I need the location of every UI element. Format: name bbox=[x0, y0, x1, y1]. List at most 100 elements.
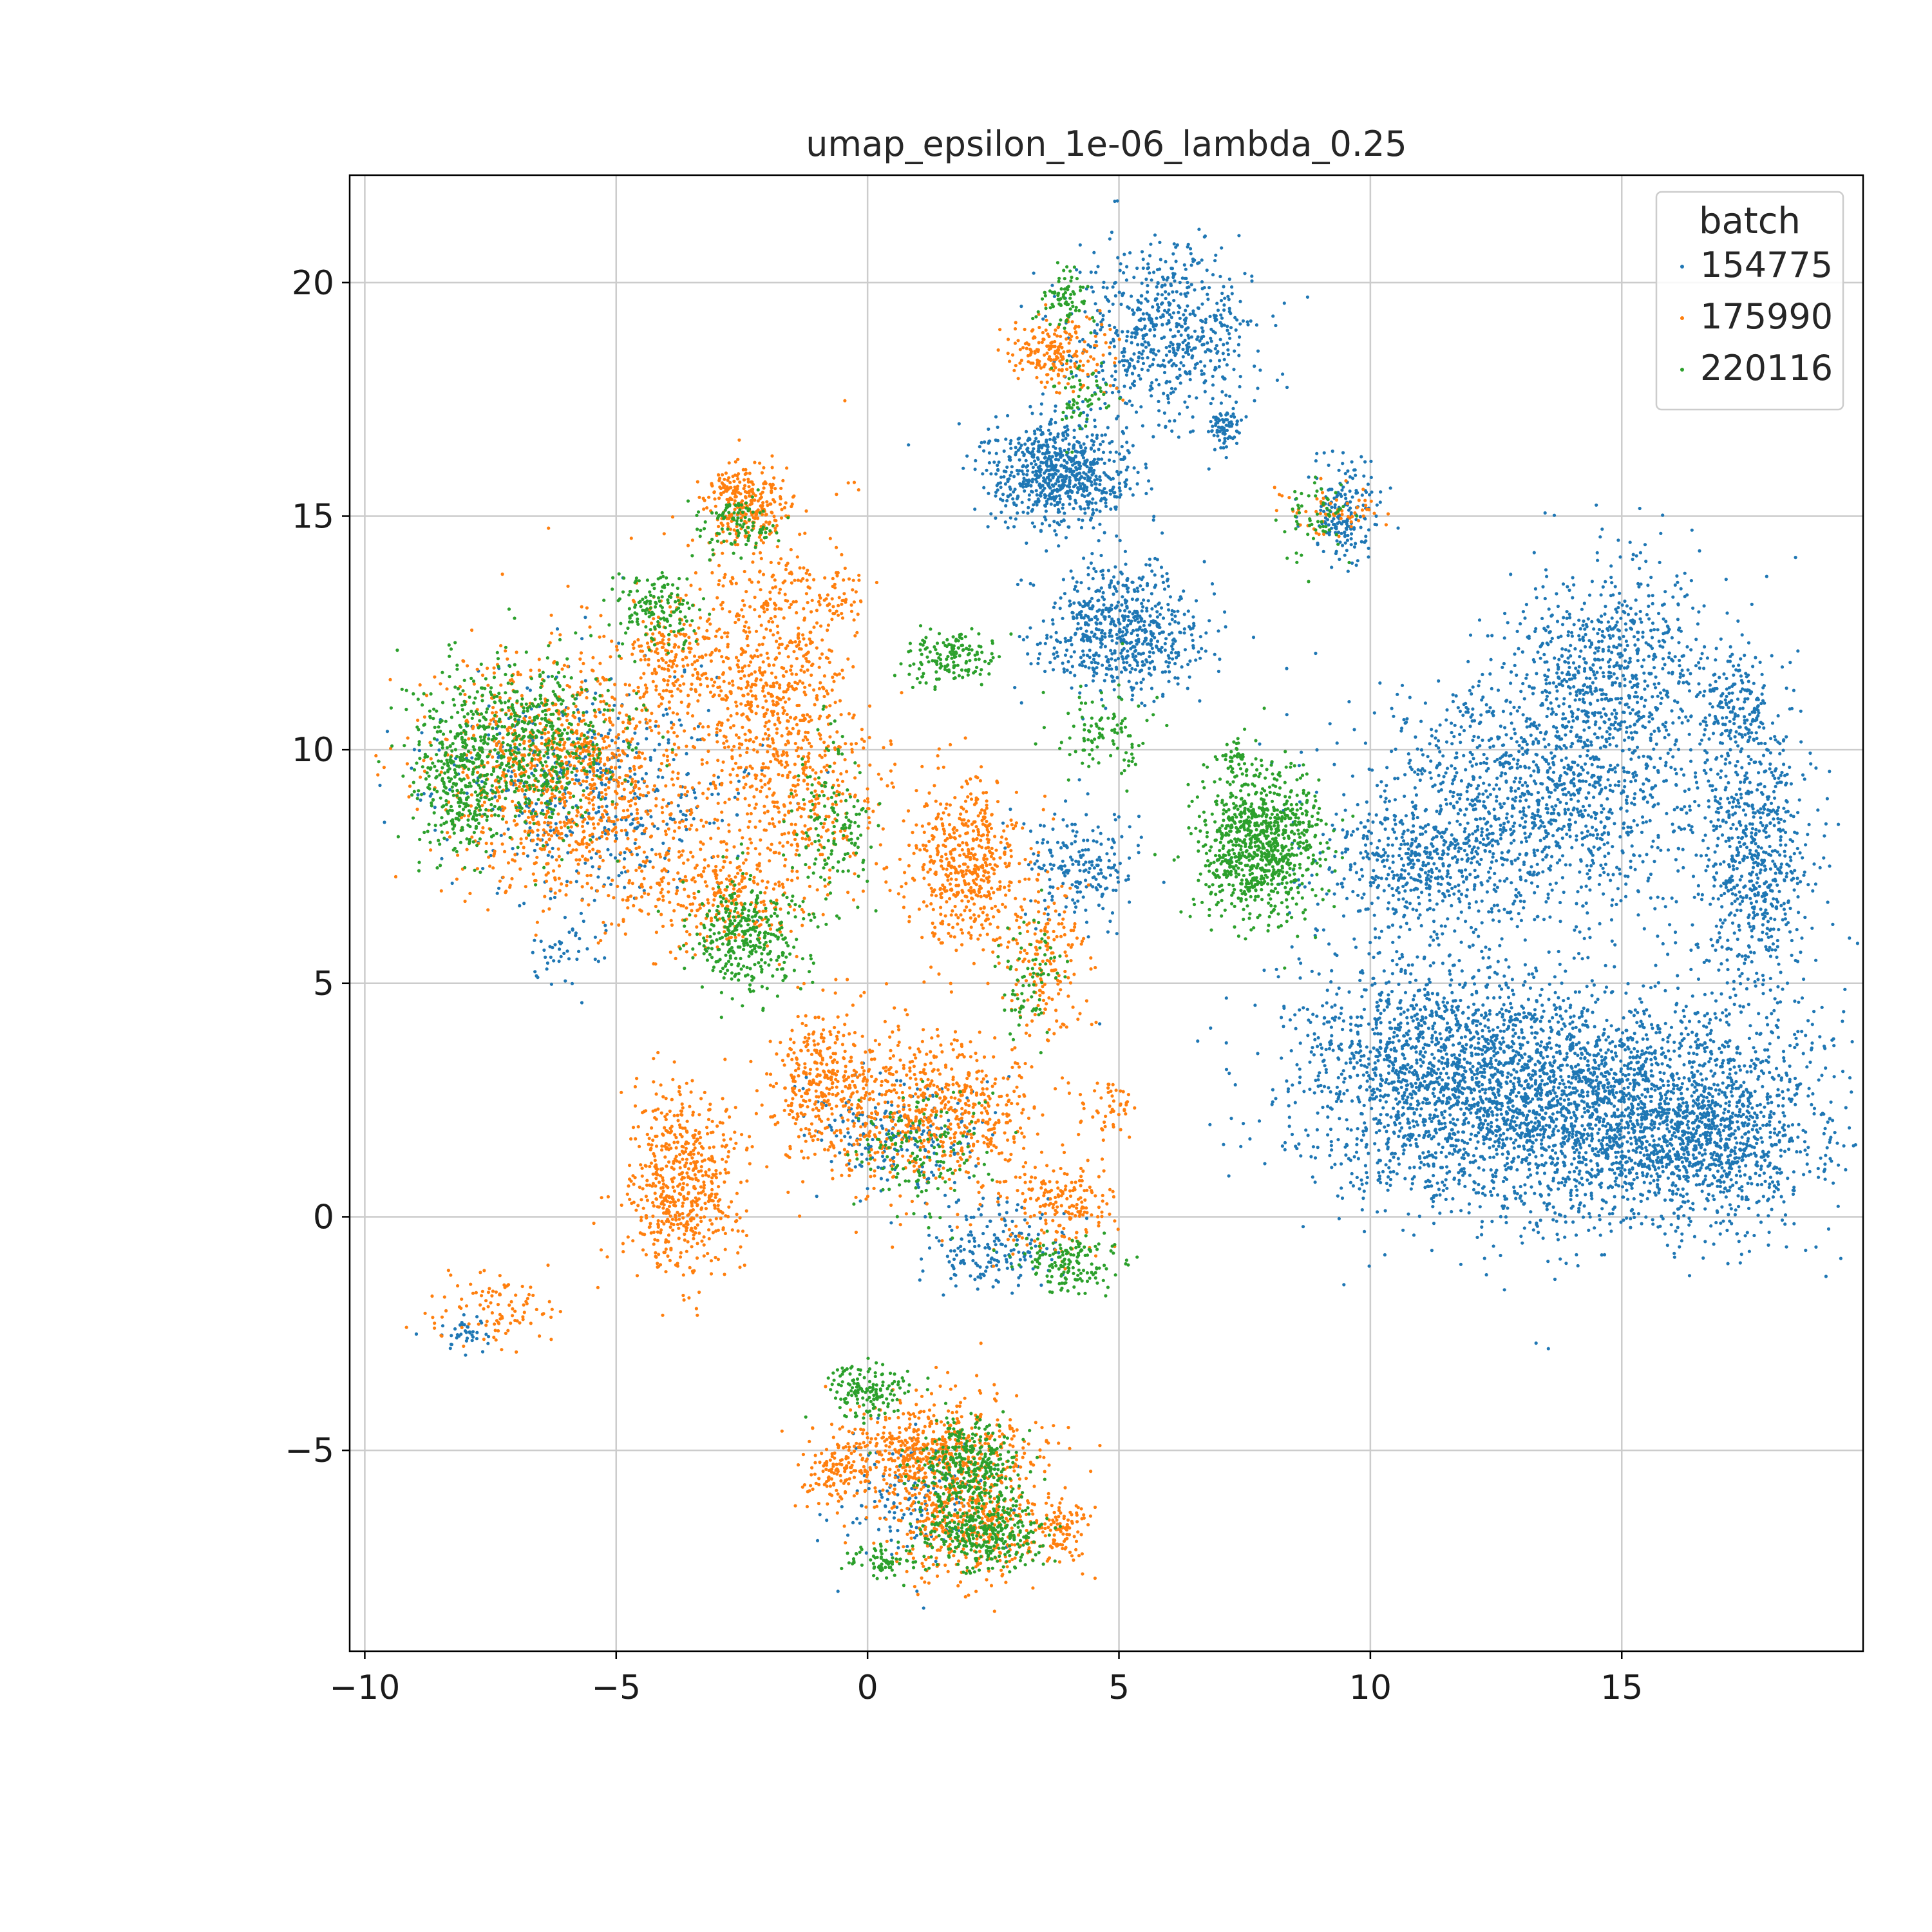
data-point bbox=[1548, 882, 1552, 886]
data-point bbox=[1737, 1204, 1741, 1209]
data-point bbox=[1344, 1153, 1348, 1157]
data-point bbox=[1328, 1153, 1332, 1157]
data-point bbox=[1392, 1130, 1396, 1134]
data-point bbox=[1703, 1178, 1707, 1182]
data-point bbox=[1650, 1119, 1654, 1122]
data-point bbox=[1586, 1059, 1590, 1063]
data-point bbox=[1740, 1195, 1744, 1199]
data-point bbox=[1535, 1171, 1539, 1175]
data-point bbox=[1495, 1113, 1499, 1117]
data-point bbox=[1613, 1128, 1616, 1132]
data-point bbox=[1627, 1131, 1631, 1135]
data-point bbox=[1766, 1048, 1770, 1052]
data-point bbox=[1584, 1048, 1587, 1052]
data-point bbox=[1512, 780, 1516, 784]
data-point bbox=[1365, 1171, 1368, 1175]
data-point bbox=[1383, 1057, 1387, 1061]
data-point bbox=[1510, 989, 1515, 992]
data-point bbox=[1617, 780, 1621, 784]
data-point bbox=[1565, 1094, 1569, 1097]
data-point bbox=[1739, 1141, 1743, 1145]
data-point bbox=[1709, 1086, 1713, 1090]
data-point bbox=[1373, 1061, 1377, 1065]
data-point bbox=[1497, 1089, 1501, 1093]
data-point bbox=[1574, 1025, 1578, 1029]
data-point bbox=[1482, 1113, 1486, 1117]
data-point bbox=[1505, 1044, 1509, 1048]
data-point bbox=[1611, 1076, 1616, 1080]
data-point bbox=[1588, 888, 1592, 892]
data-point bbox=[1596, 1035, 1600, 1039]
data-point bbox=[1694, 1101, 1698, 1105]
data-point bbox=[1414, 1081, 1417, 1085]
data-point bbox=[1732, 1149, 1736, 1153]
data-point bbox=[1676, 974, 1680, 978]
data-point bbox=[1724, 1101, 1728, 1105]
data-point bbox=[1454, 1123, 1457, 1127]
data-point bbox=[1782, 1059, 1786, 1063]
data-point bbox=[1606, 1048, 1610, 1052]
data-point bbox=[1312, 1032, 1316, 1036]
data-point bbox=[1513, 1032, 1517, 1036]
data-point bbox=[1455, 1118, 1459, 1122]
data-point bbox=[1367, 767, 1371, 771]
data-point bbox=[1645, 1140, 1649, 1144]
data-point bbox=[1632, 1111, 1636, 1115]
data-point bbox=[1349, 1022, 1353, 1026]
data-point bbox=[1691, 1127, 1696, 1131]
data-point bbox=[1438, 1193, 1442, 1197]
data-point bbox=[1642, 1164, 1645, 1168]
data-point bbox=[1619, 1080, 1623, 1084]
data-point bbox=[1518, 1108, 1522, 1112]
data-point bbox=[1671, 1075, 1674, 1079]
data-point bbox=[1456, 706, 1460, 710]
data-point bbox=[1812, 1112, 1816, 1116]
data-point bbox=[1822, 1132, 1826, 1135]
data-point bbox=[1306, 1133, 1310, 1137]
data-point bbox=[1402, 1094, 1406, 1097]
data-point bbox=[1664, 1165, 1668, 1169]
data-point bbox=[1686, 1199, 1690, 1203]
data-point bbox=[1391, 940, 1395, 944]
data-point bbox=[1478, 1090, 1482, 1094]
data-point bbox=[1662, 1083, 1665, 1088]
data-point bbox=[1792, 1222, 1796, 1226]
data-point bbox=[1728, 1203, 1732, 1207]
data-point bbox=[1557, 1020, 1560, 1024]
data-point bbox=[1316, 1146, 1320, 1150]
data-point bbox=[1519, 1136, 1523, 1140]
data-point bbox=[1432, 930, 1436, 934]
data-point bbox=[1343, 1077, 1347, 1081]
data-point bbox=[1448, 1097, 1452, 1101]
data-point bbox=[1655, 1160, 1659, 1164]
data-point bbox=[1464, 807, 1468, 811]
data-point bbox=[1359, 1178, 1363, 1182]
data-point bbox=[1511, 1048, 1515, 1053]
data-point bbox=[1733, 1129, 1737, 1133]
data-point bbox=[1759, 1220, 1763, 1224]
data-point bbox=[1363, 1229, 1367, 1233]
data-point bbox=[1395, 1172, 1399, 1176]
data-point bbox=[1522, 1202, 1526, 1206]
data-point bbox=[1703, 1014, 1707, 1018]
data-point bbox=[1376, 1178, 1380, 1182]
data-point bbox=[1782, 907, 1786, 911]
data-point bbox=[1415, 1073, 1419, 1077]
data-point bbox=[1410, 1015, 1414, 1019]
data-point bbox=[1707, 1060, 1711, 1064]
data-point bbox=[1597, 882, 1601, 886]
data-point bbox=[1761, 1123, 1765, 1127]
data-point bbox=[1519, 1121, 1523, 1125]
data-point bbox=[1481, 1083, 1484, 1086]
data-point bbox=[1636, 1212, 1641, 1216]
data-point bbox=[1458, 709, 1462, 714]
data-point bbox=[1753, 1066, 1757, 1070]
data-point bbox=[1549, 1046, 1553, 1050]
data-point bbox=[1582, 1204, 1586, 1208]
data-point bbox=[1636, 1082, 1640, 1086]
data-point bbox=[1659, 1077, 1663, 1081]
data-point bbox=[1641, 860, 1645, 864]
data-point bbox=[1384, 1100, 1388, 1104]
data-point bbox=[1673, 1153, 1677, 1157]
data-point bbox=[1553, 975, 1557, 979]
